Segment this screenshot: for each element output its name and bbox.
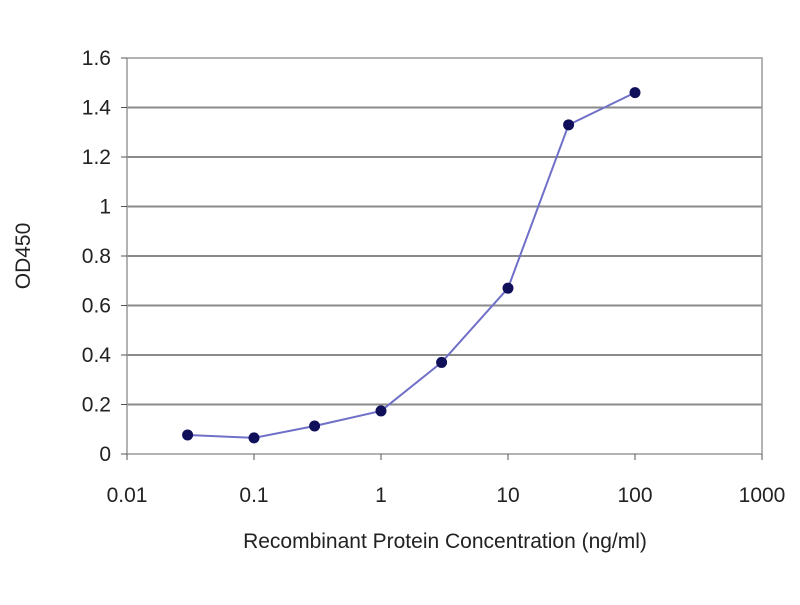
- y-tick-label: 0.6: [82, 295, 111, 318]
- x-tick-label: 0.1: [239, 484, 268, 507]
- y-axis-ticks: 0 0.2 0.4 0.6 0.8 1 1.2 1.4 1.6: [82, 47, 127, 466]
- x-axis-label: Recombinant Protein Concentration (ng/ml…: [243, 530, 647, 553]
- y-tick-label: 1.4: [82, 97, 112, 120]
- x-tick-label: 1000: [739, 484, 786, 507]
- series-line: [187, 91, 636, 439]
- y-tick-label: 0.8: [82, 245, 111, 268]
- data-point: [436, 356, 448, 368]
- x-tick-label: 1: [375, 484, 387, 507]
- y-tick-label: 1.6: [82, 47, 111, 70]
- x-tick-label: 10: [496, 484, 519, 507]
- x-tick-label: 0.01: [107, 484, 148, 507]
- data-point: [563, 119, 575, 131]
- gridlines: [127, 106, 762, 406]
- data-point: [248, 432, 260, 444]
- y-tick-label: 1: [99, 196, 111, 219]
- y-tick-label: 0.4: [82, 344, 112, 367]
- series: [182, 87, 641, 444]
- x-tick-label: 100: [617, 484, 652, 507]
- data-point: [182, 429, 194, 441]
- data-point: [309, 420, 321, 432]
- y-axis-label: OD450: [12, 223, 35, 290]
- data-point: [629, 87, 641, 99]
- x-axis-ticks: 0.01 0.1 1 10 100 1000: [107, 454, 786, 507]
- data-point: [375, 405, 387, 417]
- y-tick-label: 1.2: [82, 146, 111, 169]
- data-point: [502, 282, 514, 294]
- y-tick-label: 0: [99, 443, 111, 466]
- y-tick-label: 0.2: [82, 394, 111, 417]
